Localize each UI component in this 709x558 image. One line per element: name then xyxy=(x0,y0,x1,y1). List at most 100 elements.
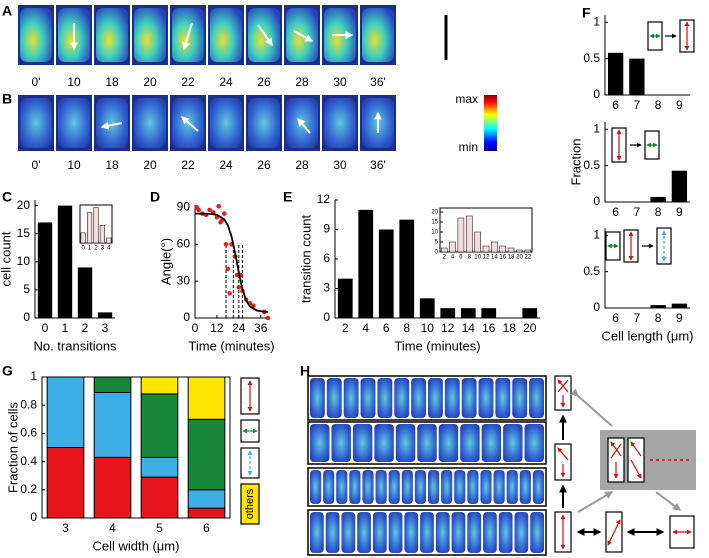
x-tick-label: 2 xyxy=(342,321,349,335)
x-tick-label: 8 xyxy=(655,205,662,219)
time-label: 26 xyxy=(257,75,271,89)
bar xyxy=(607,52,624,95)
y-tick-label: 1 xyxy=(593,227,600,241)
x-tick-label: 4 xyxy=(451,255,455,261)
bar xyxy=(522,308,538,318)
cell-image xyxy=(478,378,494,418)
x-tick-label: 6 xyxy=(383,321,390,335)
cell-body xyxy=(134,98,166,148)
bar-segment xyxy=(140,393,179,458)
colorbar xyxy=(484,95,497,151)
y-tick-label: 0.8 xyxy=(20,397,37,411)
bar xyxy=(671,170,688,202)
x-tick-label: 9 xyxy=(676,98,683,112)
direction-arrow xyxy=(100,121,123,130)
cell-image xyxy=(506,470,518,504)
cell-image xyxy=(454,470,466,504)
bar xyxy=(482,245,490,253)
cell-image xyxy=(326,378,342,418)
colorbar-max: max xyxy=(455,92,478,106)
y-tick-label: 1 xyxy=(30,369,37,383)
cell-image xyxy=(336,470,348,504)
y-tick-label: 3 xyxy=(323,281,330,295)
cell-image xyxy=(414,470,426,504)
x-tick-label: 9 xyxy=(676,205,683,219)
cell-image xyxy=(404,512,419,553)
bar-segment xyxy=(187,489,226,509)
cell-image xyxy=(428,378,443,418)
cell-body xyxy=(324,98,356,148)
bar xyxy=(474,231,481,253)
y-tick-label: 0 xyxy=(593,194,600,208)
x-tick-label: 8 xyxy=(403,321,410,335)
h-diagram xyxy=(555,376,696,553)
time-label: 22 xyxy=(181,158,195,172)
time-label: 36' xyxy=(370,75,386,89)
bar xyxy=(650,305,666,308)
y-tick-label: 20 xyxy=(431,210,438,216)
data-point xyxy=(207,207,212,213)
cell-image xyxy=(428,470,440,504)
x-tick-label: 8 xyxy=(655,98,662,112)
time-label: 18 xyxy=(105,158,119,172)
time-label: 20 xyxy=(143,158,157,172)
bar-segment xyxy=(187,418,226,491)
cell-image xyxy=(341,512,356,553)
cell-image xyxy=(530,512,544,553)
x-tick-label: 6 xyxy=(612,205,619,219)
direction-arrow xyxy=(180,116,199,132)
x-tick-label: 2 xyxy=(443,255,447,261)
direction-arrow xyxy=(297,117,311,134)
y-tick-label: 0 xyxy=(183,310,190,324)
cell-body xyxy=(362,8,394,62)
x-tick-label: 14 xyxy=(491,255,498,261)
x-tick-label: 5 xyxy=(156,521,163,535)
cell-image xyxy=(388,512,403,553)
y-tick-label: 20 xyxy=(17,198,31,212)
cell-image xyxy=(480,470,492,504)
time-label: 28 xyxy=(295,75,309,89)
cell-image xyxy=(310,424,330,462)
time-label: 36' xyxy=(370,158,386,172)
cell-image xyxy=(325,512,340,553)
y-tick-label: 10 xyxy=(431,230,438,236)
cell-image xyxy=(532,470,544,504)
panel-label: D xyxy=(150,189,160,205)
cell-image xyxy=(460,424,480,462)
y-tick-label: 90 xyxy=(177,200,191,214)
bar-segment xyxy=(140,476,179,519)
bar xyxy=(629,58,645,95)
cell-image xyxy=(512,378,528,418)
x-axis-label: Time (minutes) xyxy=(188,338,274,353)
panel-label: A xyxy=(2,3,12,19)
x-tick-label: 2 xyxy=(94,246,98,252)
cell-image xyxy=(467,512,482,553)
bar xyxy=(378,229,394,318)
time-label: 26 xyxy=(257,158,271,172)
cell-image xyxy=(483,512,497,553)
bar xyxy=(419,298,435,318)
time-label: 28 xyxy=(295,158,309,172)
bar xyxy=(650,196,666,202)
cell-body xyxy=(210,8,242,62)
x-tick-label: 3 xyxy=(102,321,109,335)
data-point xyxy=(234,272,240,278)
time-label: 0' xyxy=(32,158,41,172)
cell-image xyxy=(372,512,387,553)
f-icons xyxy=(605,19,695,265)
x-tick-label: 8 xyxy=(468,255,472,261)
data-point xyxy=(221,211,227,216)
x-tick-label: 20 xyxy=(516,255,523,261)
bar xyxy=(106,237,112,244)
y-tick-label: 9 xyxy=(323,222,330,236)
x-tick-label: 0 xyxy=(42,321,49,335)
g-legend-icons xyxy=(240,377,260,525)
y-tick-label: 1 xyxy=(593,121,600,135)
bar-segment xyxy=(140,456,179,478)
bar xyxy=(97,312,113,318)
y-tick-label: 12 xyxy=(317,192,331,206)
x-tick-label: 10 xyxy=(474,255,481,261)
y-tick-label: 0 xyxy=(23,310,30,324)
bar xyxy=(399,219,415,318)
